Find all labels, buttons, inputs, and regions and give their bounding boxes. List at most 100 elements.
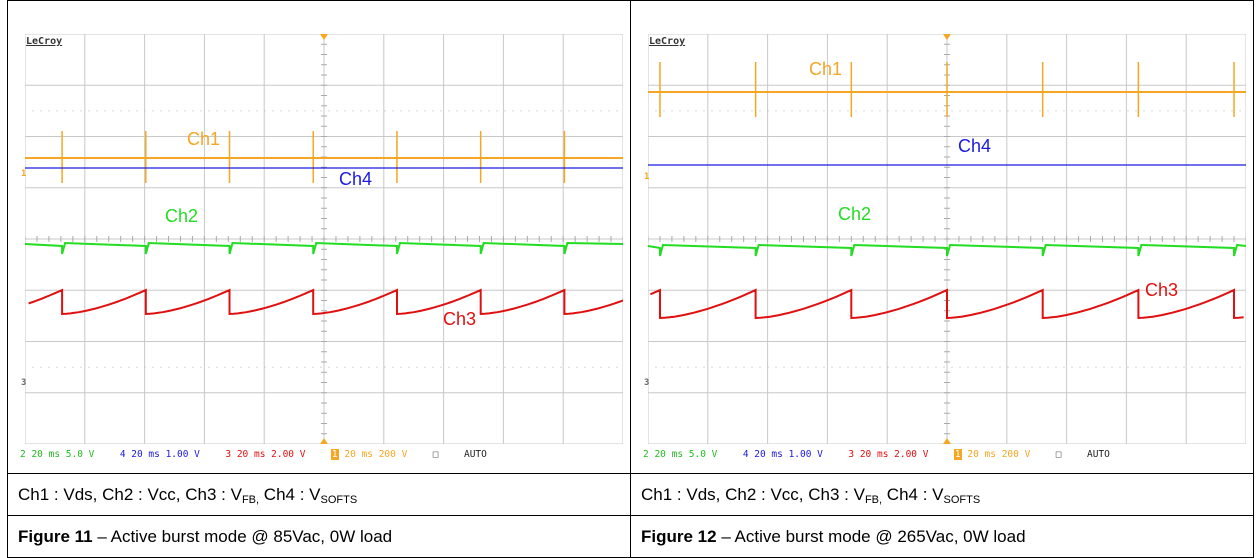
grid-dot <box>216 366 218 368</box>
signal-caption-cell-12: Ch1 : Vds, Ch2 : Vcc, Ch3 : VFB, Ch4 : V… <box>630 473 1254 516</box>
grid-dot <box>1239 110 1241 112</box>
grid-dot <box>424 366 426 368</box>
trigger-mode: AUTO <box>1086 449 1110 460</box>
grid-dot <box>160 366 162 368</box>
figure-caption-11: Figure 11 – Active burst mode @ 85Vac, 0… <box>18 527 392 547</box>
grid-dot <box>1055 366 1057 368</box>
ch1-scale: 20 ms 200 V <box>967 449 1031 460</box>
grid-dot <box>711 366 713 368</box>
grid-dot <box>1087 110 1089 112</box>
grid-dot <box>384 366 386 368</box>
grid-dot <box>120 110 122 112</box>
grid-dot <box>799 110 801 112</box>
scope-plot-12 <box>648 34 1246 444</box>
grid-dot <box>80 110 82 112</box>
grid-dot <box>863 366 865 368</box>
grid-dot <box>935 366 937 368</box>
grid-dot <box>847 110 849 112</box>
grid-dot <box>1047 110 1049 112</box>
oscilloscope-screen-11: LeCroy Ch1 Ch4 Ch2 Ch3 1 3 <box>21 34 623 444</box>
grid-dot <box>344 110 346 112</box>
grid-dot <box>376 110 378 112</box>
grid-dot <box>983 110 985 112</box>
grid-dot <box>128 110 130 112</box>
grid-dot <box>560 110 562 112</box>
grid-dot <box>240 110 242 112</box>
grid-dot <box>679 110 681 112</box>
grid-dot <box>72 366 74 368</box>
figure-caption-12: Figure 12 – Active burst mode @ 265Vac, … <box>641 527 1026 547</box>
grid-dot <box>360 366 362 368</box>
grid-dot <box>991 366 993 368</box>
grid-dot <box>847 366 849 368</box>
grid-dot <box>400 110 402 112</box>
trigger-position-marker <box>320 438 328 444</box>
grid-dot <box>1215 366 1217 368</box>
grid-dot <box>671 110 673 112</box>
grid-dot <box>959 110 961 112</box>
grid-dot <box>999 366 1001 368</box>
grid-dot <box>799 366 801 368</box>
ch3-ground-marker: 3 <box>21 378 27 388</box>
grid-dot <box>775 110 777 112</box>
grid-dot <box>552 366 554 368</box>
grid-dot <box>144 366 146 368</box>
grid-dot <box>1095 366 1097 368</box>
grid-dot <box>887 110 889 112</box>
grid-dot <box>552 110 554 112</box>
grid-dot <box>655 110 657 112</box>
grid-dot <box>1191 110 1193 112</box>
grid-dot <box>200 110 202 112</box>
grid-dot <box>807 110 809 112</box>
grid-dot <box>456 110 458 112</box>
grid-dot <box>256 110 258 112</box>
grid-dot <box>168 110 170 112</box>
grid-dot <box>791 366 793 368</box>
grid-dot <box>56 110 58 112</box>
grid-dot <box>464 366 466 368</box>
ch4-scale: 4 20 ms 1.00 V <box>119 449 200 460</box>
grid-dot <box>616 366 618 368</box>
grid-dot <box>200 366 202 368</box>
grid-dot <box>1039 110 1041 112</box>
grid-dot <box>759 366 761 368</box>
ch3-scale: 3 20 ms 2.00 V <box>848 449 929 460</box>
grid-dot <box>216 110 218 112</box>
grid-dot <box>807 366 809 368</box>
grid-dot <box>416 110 418 112</box>
grid-dot <box>48 366 50 368</box>
lecroy-logo: LeCroy <box>649 36 686 47</box>
grid-dot <box>88 366 90 368</box>
grid-dot <box>336 110 338 112</box>
grid-dot <box>448 110 450 112</box>
figure-cell-12: LeCroy Ch1 Ch4 Ch2 Ch3 1 3 2 20 ms 5.0 V… <box>630 0 1254 474</box>
grid-dot <box>312 110 314 112</box>
ch1-label: Ch1 <box>187 129 221 149</box>
grid-dot <box>711 110 713 112</box>
grid-dot <box>208 110 210 112</box>
grid-dot <box>192 110 194 112</box>
grid-dot <box>991 110 993 112</box>
grid-dot <box>192 366 194 368</box>
grid-dot <box>288 110 290 112</box>
grid-dot <box>464 110 466 112</box>
grid-dot <box>304 366 306 368</box>
ch3-scale: 3 20 ms 2.00 V <box>225 449 306 460</box>
grid-dot <box>967 110 969 112</box>
figure-description: – Active burst mode @ 265Vac, 0W load <box>716 527 1026 546</box>
grid-dot <box>1039 366 1041 368</box>
grid-dot <box>360 110 362 112</box>
grid-dot <box>120 366 122 368</box>
grid-dot <box>184 366 186 368</box>
grid-dot <box>136 110 138 112</box>
grid-dot <box>144 110 146 112</box>
ch2-scale: 2 20 ms 5.0 V <box>20 449 95 460</box>
grid-dot <box>328 366 330 368</box>
signal-caption-11: Ch1 : Vds, Ch2 : Vcc, Ch3 : VFB, Ch4 : V… <box>18 485 358 506</box>
grid-dot <box>288 366 290 368</box>
grid-dot <box>1223 366 1225 368</box>
grid-dot <box>783 110 785 112</box>
ch1-ground-marker: 1 <box>644 172 650 182</box>
grid-dot <box>815 110 817 112</box>
grid-dot <box>919 366 921 368</box>
